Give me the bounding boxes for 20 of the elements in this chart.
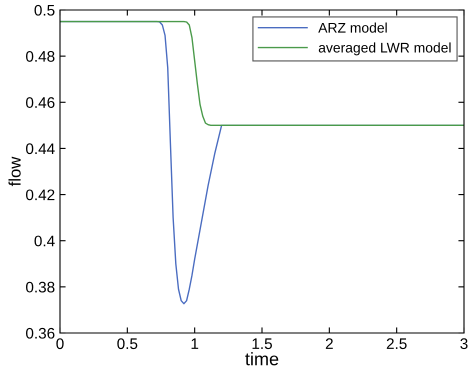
x-tick-label: 3 bbox=[460, 338, 468, 350]
legend-label: ARZ model bbox=[318, 22, 387, 33]
x-tick-label: 2 bbox=[326, 338, 333, 349]
y-axis-title: flow bbox=[8, 156, 21, 186]
x-axis-title: time bbox=[245, 352, 278, 366]
x-tick-label: 0 bbox=[56, 338, 64, 350]
x-tick-label: 2.5 bbox=[386, 338, 407, 350]
legend-label: averaged LWR model bbox=[318, 42, 451, 56]
y-tick-label: 0.46 bbox=[26, 97, 54, 108]
y-tick-label: 0.44 bbox=[26, 143, 55, 154]
x-tick-label: 1.5 bbox=[252, 338, 272, 350]
x-tick-label: 0.5 bbox=[117, 338, 138, 350]
line-series bbox=[60, 20, 464, 126]
y-tick-label: 0.4 bbox=[34, 236, 55, 246]
y-tick-label: 0.42 bbox=[26, 189, 54, 200]
y-tick-label: 0.38 bbox=[26, 282, 54, 293]
x-tick-label: 1 bbox=[192, 338, 198, 349]
y-tick-label: 0.48 bbox=[26, 51, 54, 62]
y-tick-label: 0.36 bbox=[26, 328, 54, 339]
y-tick-label: 0.5 bbox=[34, 4, 54, 16]
